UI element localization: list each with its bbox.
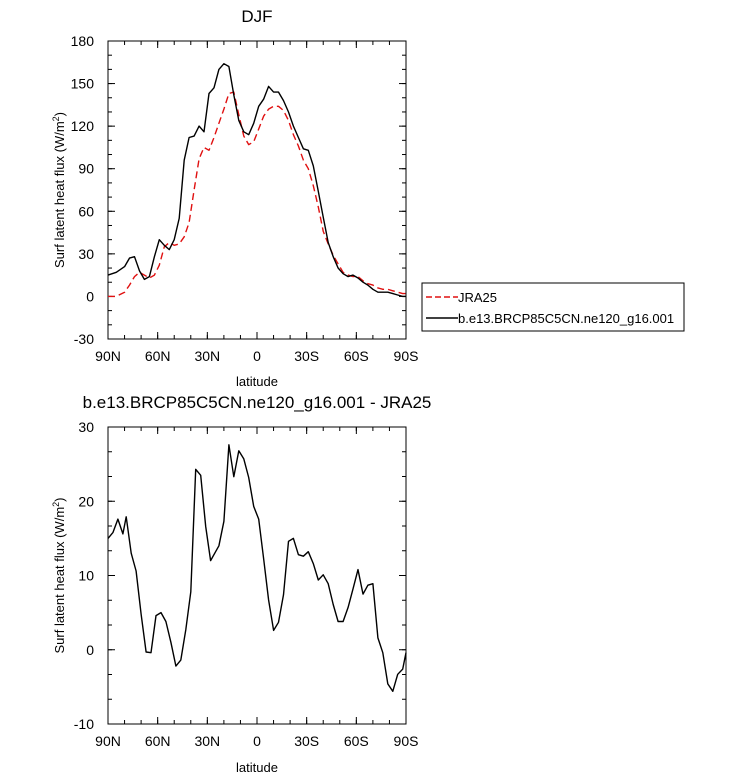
y-tick-label: 20	[78, 493, 94, 509]
x-axis-label: latitude	[236, 374, 278, 389]
x-tick-label: 30N	[194, 348, 220, 364]
x-tick-label: 0	[253, 348, 261, 364]
chart-title: DJF	[241, 7, 272, 26]
y-tick-label: 90	[78, 161, 94, 177]
y-axis-label: Surf latent heat flux (W/m2)	[51, 112, 67, 268]
y-tick-label: 180	[71, 33, 95, 49]
x-tick-label: 90N	[95, 733, 121, 749]
y-axis-label: Surf latent heat flux (W/m2)	[51, 497, 67, 653]
y-tick-label: 0	[86, 288, 94, 304]
y-tick-label: 10	[78, 568, 94, 584]
y-tick-label: 150	[71, 76, 95, 92]
x-tick-label: 90N	[95, 348, 121, 364]
series-line-1	[107, 444, 407, 692]
x-tick-label: 30S	[294, 733, 319, 749]
x-tick-label: 30N	[194, 733, 220, 749]
y-tick-label: 30	[78, 419, 94, 435]
x-tick-label: 60N	[145, 348, 171, 364]
x-tick-label: 0	[253, 733, 261, 749]
x-tick-label: 60N	[145, 733, 171, 749]
legend: JRA25 b.e13.BRCP85C5CN.ne120_g16.001	[421, 282, 685, 332]
x-tick-label: 60S	[344, 348, 369, 364]
legend-label: b.e13.BRCP85C5CN.ne120_g16.001	[458, 311, 674, 326]
x-tick-label: 90S	[394, 348, 419, 364]
plot-frame	[107, 426, 407, 725]
plot-panel-1: DJF -30 0 30 60 90 120 150 180 90N 60N 30N 0 30S 60S 90…	[51, 7, 685, 389]
series-line-1	[108, 91, 406, 298]
plot-panel-2: b.e13.BRCP85C5CN.ne120_g16.001 - JRA25 -1…	[51, 393, 431, 775]
legend-label: JRA25	[458, 290, 497, 305]
y-tick-label: 120	[71, 118, 95, 134]
series-line-2	[107, 63, 406, 298]
y-tick-label: 30	[78, 246, 94, 262]
y-tick-label: -30	[74, 331, 94, 347]
y-tick-label: -10	[74, 716, 94, 732]
y-tick-label: 60	[78, 203, 94, 219]
x-axis-label: latitude	[236, 760, 278, 775]
chart-title: b.e13.BRCP85C5CN.ne120_g16.001 - JRA25	[83, 393, 432, 412]
legend-box	[421, 282, 685, 332]
x-tick-label: 60S	[344, 733, 369, 749]
x-tick-label: 30S	[294, 348, 319, 364]
x-tick-label: 90S	[394, 733, 419, 749]
y-tick-label: 0	[86, 642, 94, 658]
plot-frame	[107, 40, 407, 340]
